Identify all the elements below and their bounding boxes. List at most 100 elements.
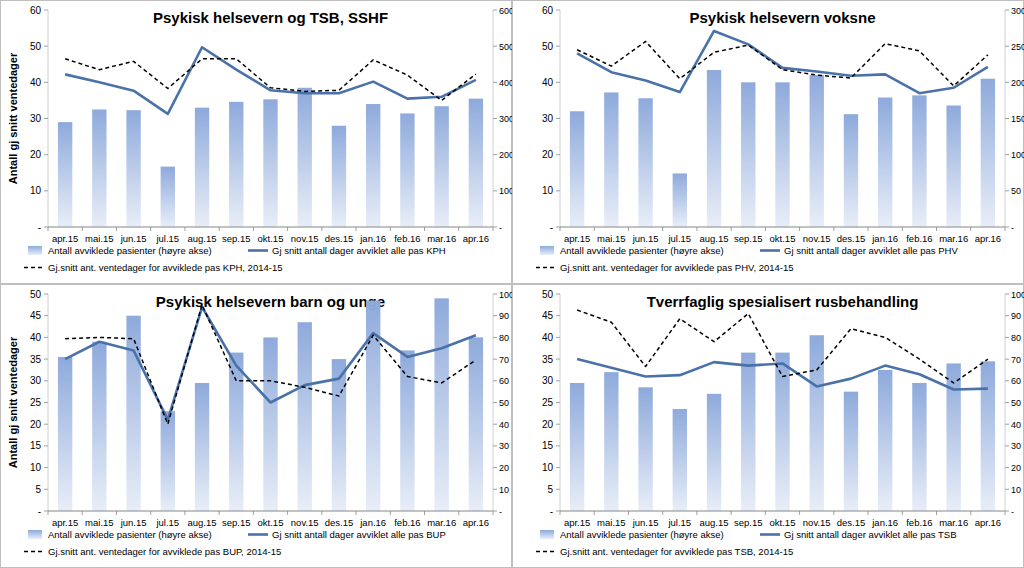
y2-tick [1005,227,1009,228]
y-tick [44,82,48,83]
x-tick [833,511,834,515]
y2-tick [1005,489,1009,490]
y-tick-label: 5 [547,484,553,495]
x-tick-label: aug.15 [188,517,217,528]
x-tick-label: jan.16 [359,517,386,528]
bar [161,167,175,227]
y2-tick [1005,337,1009,338]
x-tick-label: jul.15 [155,517,179,528]
y2-tick [493,294,497,295]
legend-swatch [248,533,268,536]
x-tick-label: nov.15 [803,233,831,244]
legend-label: Gj.snitt ant. ventedager for avviklede p… [560,262,794,273]
x-tick [594,227,595,231]
y-tick [556,154,560,155]
marks [570,31,995,227]
y2-tick [493,190,497,191]
x-tick [424,511,425,515]
y2-tick-label: - [1011,507,1014,517]
y-tick-label: 40 [30,77,42,88]
legend-label: Gj.snitt ant. ventedager for avviklede p… [560,546,793,557]
y-tick-label: 15 [30,440,42,451]
y2-tick-label: 20 [1011,463,1021,473]
legend-label: Gj.snitt ant. ventedager for avviklede p… [48,262,282,273]
y-tick-label: 20 [542,149,554,160]
x-tick [116,511,117,515]
y-tick [44,46,48,47]
y2-tick [493,489,497,490]
marks [58,47,483,227]
panel: Psykisk helsevern barn og ungeAntall gj … [1,285,515,568]
x-tick-label: nov.15 [803,517,831,528]
y-tick-label: 45 [542,310,554,321]
x-tick [48,227,49,231]
x-tick [799,511,800,515]
y-tick-label: 50 [30,41,42,52]
y-tick-label: 30 [30,113,42,124]
y2-tick [1005,190,1009,191]
bar [58,122,72,227]
legend-label: Gj snitt antall dager avviklet alle pas … [784,529,957,540]
bar [741,353,755,511]
y2-tick-label: 10 [1011,485,1021,495]
x-tick-label: jan.16 [871,233,898,244]
bar [195,383,209,511]
y2-tick-label: 20 [499,463,509,473]
legend-swatch [540,530,554,539]
legend-swatch [540,246,554,255]
y-tick [556,424,560,425]
legend-entry: Gj.snitt ant. ventedager for avviklede p… [24,546,281,557]
y-tick-label: - [550,222,553,233]
x-tick [287,227,288,231]
x-tick-label: mar.16 [939,517,968,528]
y-tick [44,10,48,11]
legend-swatch [760,249,780,252]
y-tick [556,402,560,403]
x-tick-label: jun.15 [632,517,659,528]
y-tick-label: - [38,506,41,517]
y-axis-label: Antall gj snitt ventedager [7,336,19,468]
x-tick-label: mar.16 [939,233,968,244]
y-tick-label: - [550,506,553,517]
y-tick [556,489,560,490]
y-axis-label: Antall gj snitt ventedager [7,52,19,184]
x-tick [116,227,117,231]
marks [58,298,483,511]
legend-label: Antall avviklede pasienter (høyre akse) [48,245,212,256]
y-tick [556,380,560,381]
x-axis-line [48,511,493,512]
x-tick-label: nov.15 [291,233,319,244]
x-tick [970,511,971,515]
y2-tick [493,154,497,155]
x-tick [1005,227,1006,231]
y2-tick [1005,82,1009,83]
y-tick [556,227,560,228]
x-tick-label: aug.15 [700,517,729,528]
bar [366,104,380,227]
bar [741,82,755,227]
y2-tick [1005,424,1009,425]
y2-tick [1005,315,1009,316]
y2-tick-label: 60 [1011,376,1021,386]
title: Tverrfaglig spesialisert rusbehandling [647,293,919,310]
y-tick-label: - [38,222,41,233]
x-tick-label: nov.15 [291,517,319,528]
x-tick-label: okt.15 [770,517,796,528]
line [65,59,476,101]
legend-label: Gj snitt antall dager avviklet alle pas … [272,245,446,256]
x-tick-label: sep.15 [222,517,251,528]
line [65,307,476,420]
y2-tick-label: 100 [1011,290,1024,300]
line [65,47,476,114]
y-tick [44,402,48,403]
y-tick-label: 25 [542,397,554,408]
x-tick-label: des.15 [837,517,866,528]
x-axis-line [560,511,1005,512]
x-tick [424,227,425,231]
y2-tick-label: 40 [499,420,509,430]
x-tick [219,227,220,231]
x-axis-line [48,227,493,228]
y-tick-label: 50 [542,289,554,300]
legend-swatch [536,551,556,553]
y2-tick-label: 30 [1011,441,1021,451]
